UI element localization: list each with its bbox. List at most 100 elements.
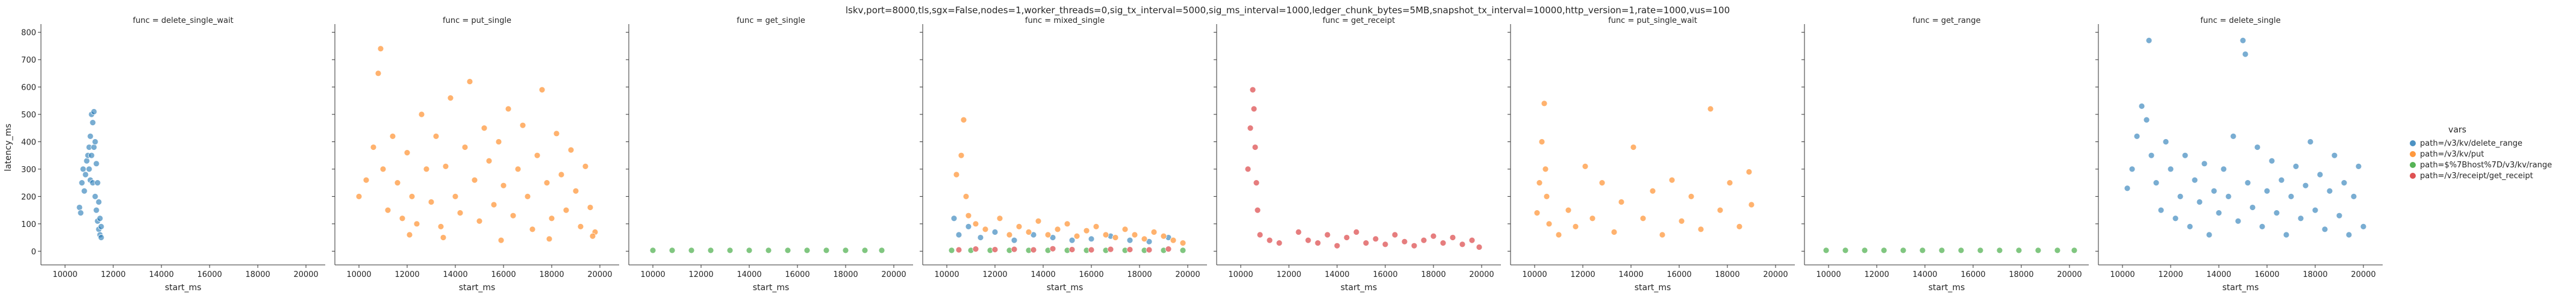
data-point	[543, 179, 550, 187]
data-point	[1697, 226, 1704, 233]
data-point	[2157, 206, 2165, 214]
data-point	[2148, 152, 2155, 159]
data-point	[1372, 235, 1379, 243]
data-point	[1107, 246, 1114, 253]
data-point	[587, 204, 594, 211]
data-point	[1305, 237, 1312, 244]
data-point	[2128, 166, 2136, 173]
data-point	[1295, 229, 1302, 235]
data-point	[96, 215, 104, 222]
data-point	[406, 231, 413, 238]
data-point	[497, 237, 505, 244]
data-point	[1254, 206, 1261, 214]
data-point	[1276, 240, 1283, 247]
data-point	[2162, 138, 2169, 145]
x-tick-label: 14000	[1912, 270, 1937, 279]
data-point	[92, 193, 99, 200]
x-tick-label: 14000	[1031, 270, 1055, 279]
data-point	[2167, 166, 2174, 173]
data-point	[2225, 193, 2232, 200]
data-point	[1314, 240, 1321, 247]
data-point	[972, 246, 979, 253]
data-point	[1256, 231, 1264, 238]
x-axis-label: start_ms	[1341, 283, 1377, 293]
data-point	[1919, 247, 1926, 254]
y-tick-label: 400	[21, 138, 36, 147]
data-point	[842, 247, 849, 254]
x-tick-label: 12000	[2158, 270, 2183, 279]
data-point	[471, 176, 478, 184]
data-point	[2326, 187, 2333, 194]
legend-marker	[2410, 140, 2416, 146]
data-point	[413, 220, 420, 228]
data-point	[1083, 227, 1090, 234]
data-point	[461, 144, 469, 151]
data-point	[1541, 100, 1548, 107]
data-point	[418, 111, 425, 118]
data-point	[2316, 171, 2324, 178]
data-point	[1459, 241, 1466, 248]
x-tick-label: 10000	[2110, 270, 2135, 279]
data-point	[1468, 237, 1476, 244]
data-point	[1141, 235, 1148, 243]
data-point	[1025, 229, 1032, 235]
legend-title: vars	[2448, 125, 2466, 135]
x-tick-label: 14000	[443, 270, 467, 279]
data-point	[90, 144, 98, 151]
data-point	[1736, 223, 1743, 230]
data-point	[2278, 176, 2285, 184]
x-axis-label: start_ms	[2222, 283, 2259, 293]
data-point	[1611, 229, 1618, 235]
x-tick-label: 16000	[197, 270, 222, 279]
data-point	[958, 152, 965, 159]
data-point	[991, 246, 999, 253]
data-point	[2288, 193, 2295, 200]
data-point	[1555, 231, 1562, 238]
data-point	[1589, 215, 1596, 222]
facet-panel: func = delete_single 10000 12000 14000 16000…	[2095, 16, 2383, 293]
x-tick-label: 10000	[934, 270, 959, 279]
data-point	[457, 210, 464, 217]
data-point	[784, 247, 791, 254]
data-point	[2239, 37, 2247, 44]
data-point	[546, 235, 553, 243]
data-point	[2186, 223, 2194, 230]
data-point	[1249, 86, 1256, 93]
data-point	[1545, 220, 1553, 228]
data-point	[955, 246, 962, 253]
x-tick-label: 14000	[2206, 270, 2231, 279]
data-point	[2181, 152, 2189, 159]
data-point	[1068, 237, 1076, 244]
data-point	[1543, 193, 1550, 200]
data-point	[2355, 163, 2362, 170]
data-point	[1717, 206, 1724, 214]
x-tick-label: 20000	[1175, 270, 1200, 279]
data-point	[2201, 160, 2208, 167]
panel-title: func = delete_single_wait	[133, 16, 233, 25]
data-point	[1996, 247, 2003, 254]
data-point	[1015, 223, 1023, 230]
data-point	[1093, 223, 1100, 230]
x-tick-label: 10000	[1522, 270, 1547, 279]
data-point	[355, 193, 363, 200]
data-point	[1064, 220, 1071, 228]
data-point	[82, 171, 89, 178]
data-point	[1011, 237, 1018, 244]
data-point	[1131, 231, 1138, 238]
data-point	[1582, 163, 1589, 170]
data-point	[582, 163, 589, 170]
data-point	[1565, 206, 1572, 214]
panel-title: func = mixed_single	[1025, 16, 1105, 25]
x-tick-label: 20000	[587, 270, 612, 279]
data-point	[572, 187, 579, 194]
data-point	[1006, 231, 1013, 238]
legend-marker	[2410, 151, 2416, 157]
data-point	[1044, 231, 1052, 238]
data-point	[2360, 223, 2367, 230]
data-point	[89, 119, 96, 126]
data-point	[2345, 231, 2353, 238]
data-point	[81, 187, 88, 194]
data-point	[379, 166, 387, 173]
data-point	[86, 166, 93, 173]
data-point	[2191, 176, 2198, 184]
